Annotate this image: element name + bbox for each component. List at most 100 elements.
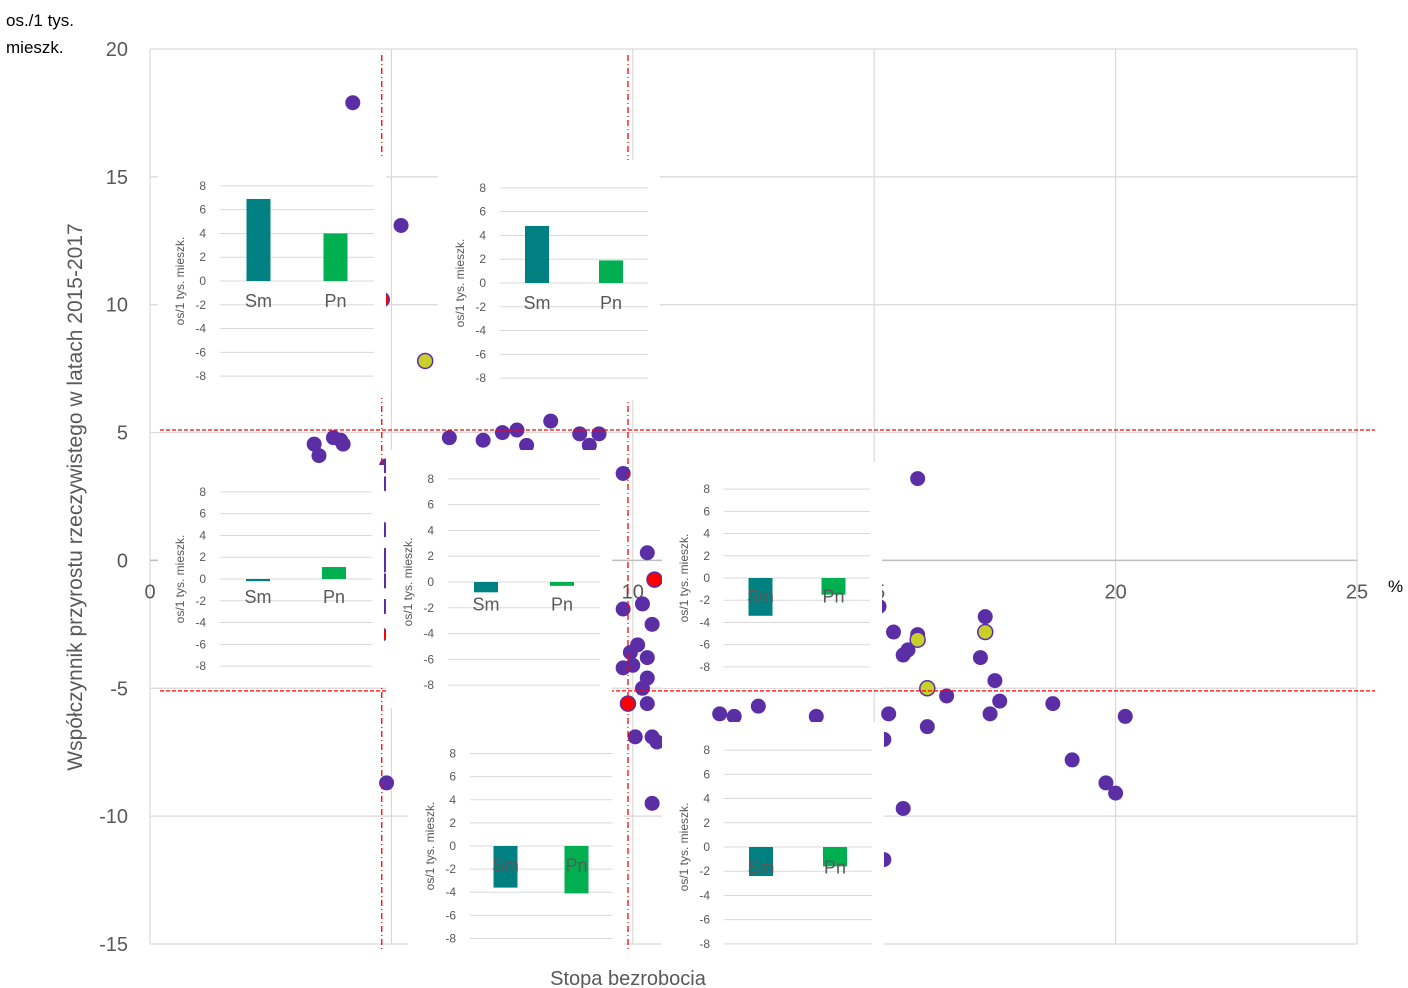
inset-y-tick-label: -4 [195,616,206,630]
inset-bar-chart-svg: 8 6 4 2 0 -2 -4 -6 -8 os/1 tys. mieszk. Sm Pn [677,482,870,674]
inset-y-axis-title: os/1 tys. mieszk. [401,538,415,627]
inset-chart-top-left: 8 6 4 2 0 -2 -4 -6 -8 os/1 tys. mieszk. Sm Pn [158,158,386,398]
inset-bar-chart-svg: 8 6 4 2 0 -2 -4 -6 -8 os/1 tys. mieszk. Sm Pn [173,179,374,383]
data-point [1098,775,1114,791]
inset-y-axis-title: os/1 tys. mieszk. [423,802,437,891]
y-tick-label: 15 [106,167,128,189]
inset-y-tick-label: -2 [423,601,434,615]
data-point [615,601,631,617]
inset-bar-Sm [748,578,773,616]
inset-bar-Pn [323,233,348,281]
inset-chart-mid-left: 8 6 4 2 0 -2 -4 -6 -8 os/1 tys. mieszk. Sm Pn [158,465,384,687]
inset-y-tick-label: 0 [703,840,710,854]
inset-y-tick-label: -6 [475,347,486,361]
data-point [622,644,638,660]
inset-y-tick-label: -2 [699,864,710,878]
data-point [726,708,742,724]
data-point [627,729,643,745]
inset-y-tick-label: -8 [195,659,206,673]
inset-y-tick-label: -6 [195,345,206,359]
inset-y-tick-label: -6 [445,908,456,922]
x-tick-label: 20 [1104,581,1126,603]
data-point [987,673,1003,689]
inset-y-tick-label: -8 [699,937,710,951]
inset-category-label: Pn [822,586,844,606]
inset-y-tick-label: 2 [703,549,710,563]
data-point [644,616,660,632]
inset-y-tick-label: 0 [199,572,206,586]
data-point [441,430,457,446]
inset-category-label: Sm [245,291,272,311]
inset-y-tick-label: 4 [703,792,710,806]
inset-bar-chart-svg: 8 6 4 2 0 -2 -4 -6 -8 os/1 tys. mieszk. Sm Pn [677,743,872,951]
inset-y-tick-label: 2 [427,549,434,563]
data-point [335,436,351,452]
data-point [519,437,535,453]
data-point [581,437,597,453]
inset-chart-mid-right: 8 6 4 2 0 -2 -4 -6 -8 os/1 tys. mieszk. Sm Pn [662,462,882,688]
inset-y-tick-label: 4 [199,528,206,542]
data-point [379,775,395,791]
inset-y-tick-label: -8 [423,678,434,692]
y-tick-label: 20 [106,39,128,61]
inset-y-axis-title: os/1 tys. mieszk. [677,534,691,623]
data-point [1064,752,1080,768]
data-point [572,426,588,442]
data-point [919,719,935,735]
inset-y-tick-label: 8 [199,485,206,499]
data-point [982,706,998,722]
inset-y-tick-label: -8 [699,660,710,674]
x-tick-label: 0 [144,581,155,603]
data-point [306,436,322,452]
inset-y-tick-label: -4 [699,888,710,902]
inset-bar-Sm [246,579,270,582]
inset-bar-Sm [749,847,773,877]
inset-bar-chart-svg: 8 6 4 2 0 -2 -4 -6 -8 os/1 tys. mieszk. Sm Pn [423,747,612,945]
inset-y-tick-label: -4 [699,615,710,629]
data-point [639,650,655,666]
inset-category-label: Sm [524,293,551,313]
data-point [311,448,327,464]
inset-y-tick-label: 8 [449,747,456,761]
y-tick-label: -5 [110,678,128,700]
inset-y-tick-label: -2 [475,300,486,314]
inset-category-label: Sm [492,855,519,875]
data-point [939,688,955,704]
inset-y-tick-label: -2 [195,594,206,608]
inset-bar-Sm [525,225,549,283]
data-point [345,95,361,111]
inset-y-tick-label: -6 [423,652,434,666]
inset-y-tick-label: 6 [479,205,486,219]
data-point [992,693,1008,709]
inset-y-tick-label: -2 [195,298,206,312]
data-point [919,680,936,697]
inset-bar-Pn [322,567,346,579]
data-point [910,471,926,487]
inset-y-tick-label: 0 [199,274,206,288]
data-point [1108,785,1124,801]
inset-bar-Pn [821,578,846,595]
inset-bar-Pn [599,260,623,283]
inset-y-tick-label: 8 [703,743,710,757]
inset-y-tick-label: -8 [445,931,456,945]
inset-y-tick-label: 4 [703,527,710,541]
y-tick-label: 10 [106,295,128,317]
data-point [634,596,650,612]
inset-y-tick-label: 2 [449,816,456,830]
inset-bar-Sm [474,582,498,593]
inset-bar-Pn [550,582,574,586]
inset-y-tick-label: 0 [449,839,456,853]
data-point [591,426,607,442]
y-tick-label: 5 [117,423,128,445]
data-point [808,708,824,724]
y-axis-unit-line2: mieszk. [6,38,64,57]
inset-y-tick-label: 4 [479,228,486,242]
inset-y-tick-label: 8 [703,482,710,496]
inset-y-tick-label: -4 [445,885,456,899]
inset-y-tick-label: -4 [475,324,486,338]
inset-y-tick-label: -6 [699,913,710,927]
inset-y-tick-label: 8 [199,179,206,193]
inset-category-label: Sm [245,587,272,607]
inset-y-tick-label: 0 [479,276,486,290]
data-point [494,425,510,441]
